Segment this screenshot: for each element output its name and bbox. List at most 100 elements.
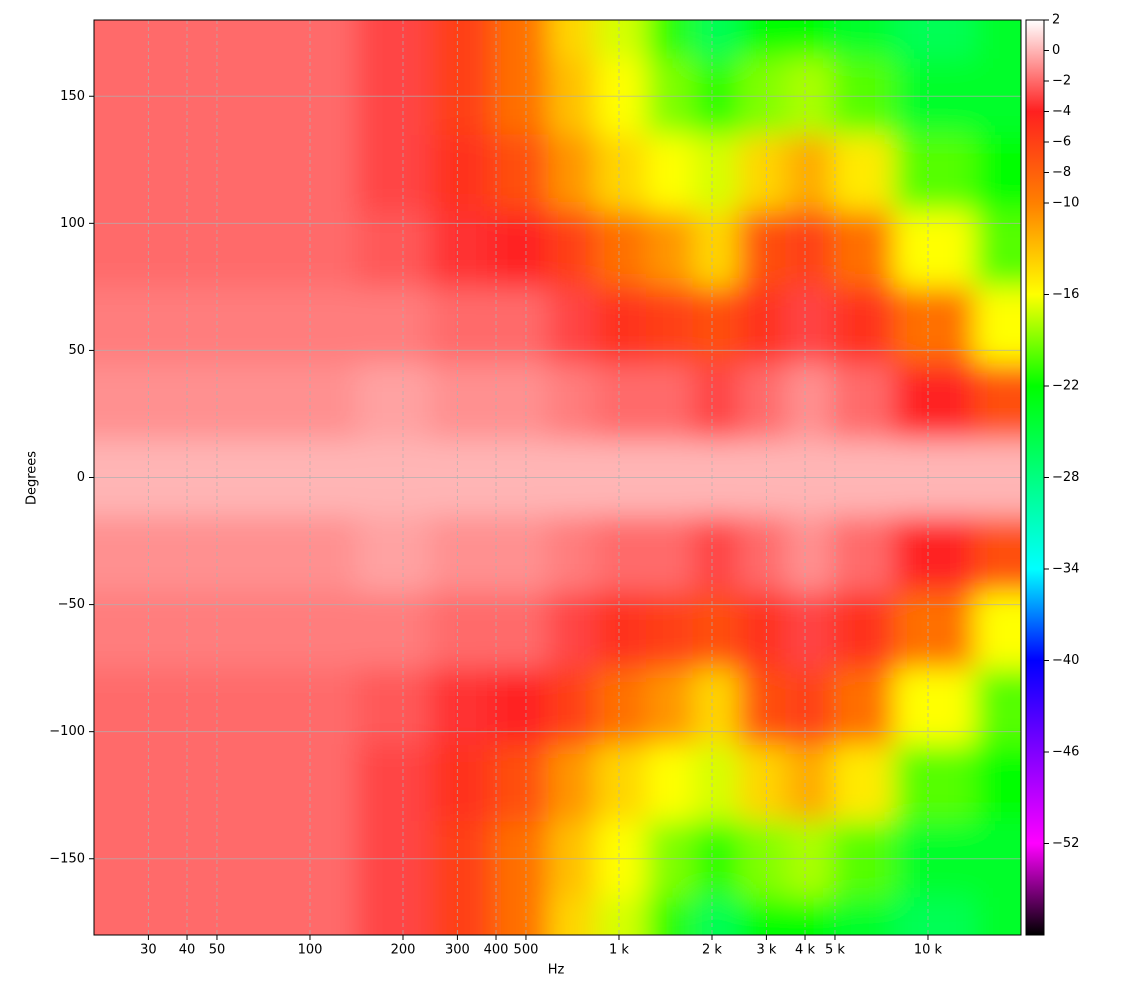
heat-cell bbox=[785, 591, 833, 669]
x-tick-label: 3 k bbox=[756, 943, 776, 958]
heat-cell bbox=[94, 20, 156, 59]
heat-cell bbox=[548, 210, 596, 288]
heat-cell bbox=[491, 210, 550, 288]
heat-cell bbox=[832, 515, 895, 593]
heat-cell bbox=[692, 134, 740, 212]
heat-cell bbox=[974, 896, 1021, 935]
heat-cell bbox=[491, 515, 550, 593]
heat-cell bbox=[893, 20, 975, 59]
y-axis-label: Degrees bbox=[25, 451, 40, 505]
heat-cell bbox=[893, 134, 975, 212]
heat-cell bbox=[548, 363, 596, 440]
x-tick-label: 4 k bbox=[795, 943, 815, 958]
heat-cell bbox=[974, 134, 1021, 212]
heat-cell bbox=[491, 286, 550, 364]
heat-cell bbox=[646, 210, 694, 288]
heat-cell bbox=[692, 363, 740, 440]
heat-cell bbox=[893, 896, 975, 935]
heat-cell bbox=[646, 134, 694, 212]
y-tick-label: 0 bbox=[77, 470, 85, 485]
heat-cell bbox=[739, 363, 787, 440]
heat-cell bbox=[692, 515, 740, 593]
colorbar-tick-label: −16 bbox=[1052, 287, 1079, 302]
heat-cell bbox=[739, 20, 787, 59]
heat-cell bbox=[785, 363, 833, 440]
heat-cell bbox=[595, 210, 647, 288]
heat-cell bbox=[94, 210, 156, 288]
heat-cell bbox=[155, 668, 264, 745]
heat-cell bbox=[548, 134, 596, 212]
heat-cell bbox=[832, 668, 895, 745]
heat-cell bbox=[155, 286, 264, 364]
x-tick-label: 2 k bbox=[702, 943, 722, 958]
heat-cell bbox=[595, 20, 647, 59]
heat-cell bbox=[646, 515, 694, 593]
heat-cell bbox=[356, 286, 431, 364]
heat-cell bbox=[595, 744, 647, 822]
y-tick-label: 50 bbox=[68, 343, 85, 358]
heat-cell bbox=[491, 134, 550, 212]
heat-cell bbox=[739, 668, 787, 745]
heat-cell bbox=[595, 286, 647, 364]
heat-cell bbox=[974, 515, 1021, 593]
heat-cell bbox=[893, 744, 975, 822]
heat-cell bbox=[356, 210, 431, 288]
heat-cell bbox=[692, 591, 740, 669]
heat-cell bbox=[430, 668, 493, 745]
heat-cell bbox=[155, 363, 264, 440]
heat-cell bbox=[491, 744, 550, 822]
x-tick-label: 400 bbox=[484, 943, 509, 958]
heat-cell bbox=[893, 668, 975, 745]
heat-cell bbox=[595, 896, 647, 935]
heat-cell bbox=[646, 591, 694, 669]
x-tick-label: 100 bbox=[298, 943, 323, 958]
heat-cell bbox=[548, 515, 596, 593]
heat-cell bbox=[646, 286, 694, 364]
colorbar bbox=[1025, 19, 1045, 936]
colorbar-tick-label: −28 bbox=[1052, 470, 1079, 485]
heat-cell bbox=[739, 134, 787, 212]
heat-cell bbox=[94, 591, 156, 669]
heat-cell bbox=[155, 591, 264, 669]
heat-cell bbox=[155, 896, 264, 935]
heat-cell bbox=[893, 591, 975, 669]
heat-cell bbox=[832, 134, 895, 212]
x-tick-label: 200 bbox=[391, 943, 416, 958]
heat-cell bbox=[430, 591, 493, 669]
heat-cell bbox=[356, 744, 431, 822]
heat-cell bbox=[595, 515, 647, 593]
heat-cell bbox=[646, 744, 694, 822]
heat-cell bbox=[785, 286, 833, 364]
heat-cell bbox=[491, 363, 550, 440]
colorbar-tick-label: −46 bbox=[1052, 745, 1079, 760]
heat-cell bbox=[356, 515, 431, 593]
x-tick-label: 1 k bbox=[609, 943, 629, 958]
heat-cell bbox=[646, 20, 694, 59]
y-tick-label: −50 bbox=[58, 597, 85, 612]
heat-cell bbox=[548, 20, 596, 59]
colorbar-tick-label: −34 bbox=[1052, 562, 1079, 577]
heat-cell bbox=[94, 896, 156, 935]
heat-cell bbox=[832, 744, 895, 822]
heat-cell bbox=[785, 515, 833, 593]
heat-cell bbox=[430, 286, 493, 364]
colorbar-tick-label: −6 bbox=[1052, 135, 1071, 150]
heat-cell bbox=[155, 515, 264, 593]
x-axis-label: Hz bbox=[548, 963, 565, 978]
x-tick-label: 300 bbox=[445, 943, 470, 958]
heat-cell bbox=[430, 210, 493, 288]
colorbar-tick-label: −10 bbox=[1052, 196, 1079, 211]
plot-frame bbox=[93, 19, 1022, 936]
heat-cell bbox=[356, 668, 431, 745]
heat-cell bbox=[94, 744, 156, 822]
heat-cell bbox=[692, 668, 740, 745]
colorbar-tick-label: −40 bbox=[1052, 653, 1079, 668]
heat-cell bbox=[893, 210, 975, 288]
heat-cell bbox=[94, 363, 156, 440]
heat-cell bbox=[739, 515, 787, 593]
heat-cell bbox=[785, 668, 833, 745]
colorbar-tick-label: −4 bbox=[1052, 104, 1071, 119]
heat-cell bbox=[832, 363, 895, 440]
heat-cell bbox=[548, 286, 596, 364]
